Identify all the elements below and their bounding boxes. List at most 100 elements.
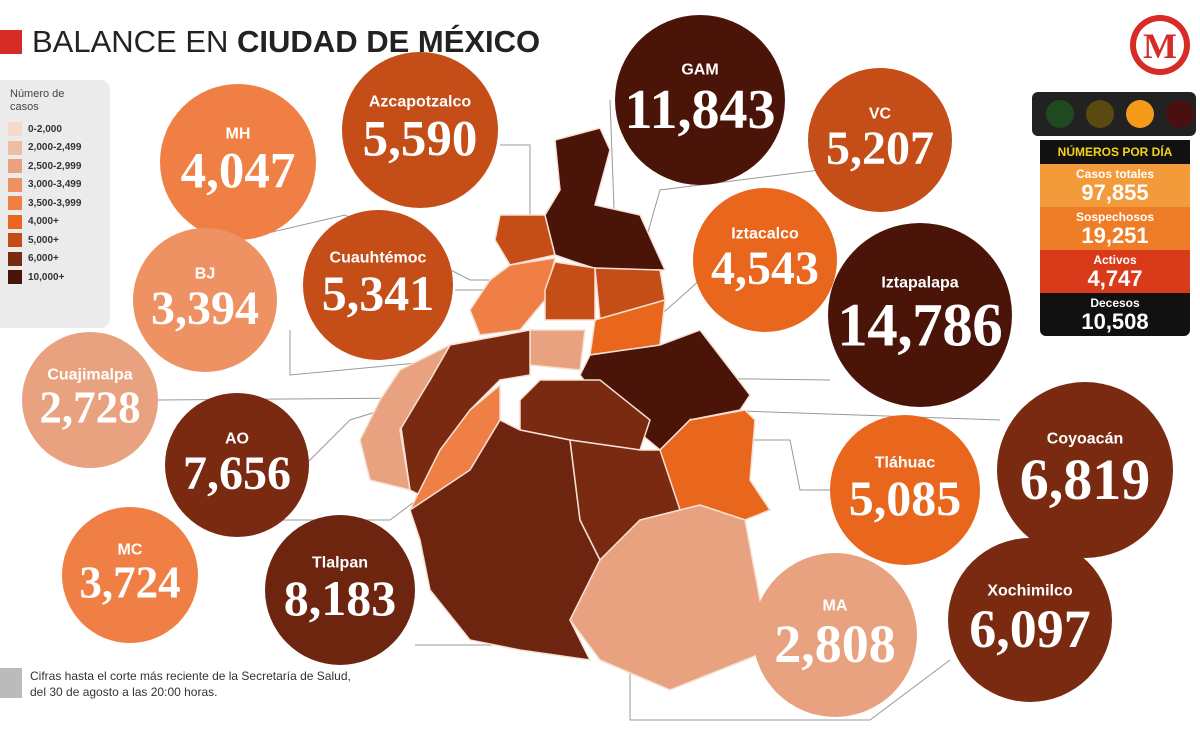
legend-label: 4,000+ (28, 216, 59, 228)
district-value: 5,341 (322, 265, 435, 321)
district-bubble (22, 332, 158, 468)
district-bubble (753, 553, 917, 717)
logo-inner (1136, 21, 1184, 69)
stat-label: Sospechosos (1075, 210, 1155, 224)
light (1166, 100, 1194, 128)
stat-value: 97,855 (1081, 180, 1149, 205)
district-bubble (830, 415, 980, 565)
district-value: 5,590 (363, 112, 478, 168)
legend-swatch (8, 140, 22, 155)
district-value: 2,808 (774, 614, 896, 674)
stat-row: Decesos 10,508 (1040, 293, 1190, 336)
district-bubble (808, 68, 952, 212)
district-name: VC (869, 105, 892, 122)
stats-panel: NÚMEROS POR DÍA Casos totales 97,855 Sospec… (1040, 140, 1190, 336)
district-bubble (265, 515, 415, 665)
legend-swatch (8, 177, 22, 192)
legend-swatch (8, 251, 22, 266)
district-bubble (997, 382, 1173, 558)
title-light: BALANCE EN (32, 24, 229, 59)
map-region (359, 343, 452, 492)
logo-text: M (1143, 26, 1177, 66)
legend-item: 0-2,000 (8, 120, 110, 139)
district-bubble (828, 223, 1012, 407)
legend-item: 4,000+ (8, 213, 110, 232)
legend-item: 3,500-3,999 (8, 194, 110, 213)
map-region (544, 261, 596, 321)
footnote: Cifras hasta el corte más reciente de la… (30, 669, 351, 699)
traffic-light-icon (1046, 100, 1194, 128)
traffic-light (1032, 92, 1196, 136)
district-name: Tlalpan (312, 555, 368, 572)
district-bubble (160, 84, 316, 240)
legend-item: 6,000+ (8, 250, 110, 269)
map-region (569, 504, 771, 691)
legend-swatch (8, 122, 22, 137)
stat-label: Activos (1093, 253, 1137, 267)
legend-swatch (8, 159, 22, 174)
district-name: GAM (681, 62, 718, 79)
light (1126, 100, 1154, 128)
map-region (494, 214, 556, 266)
district-value: 5,085 (849, 470, 962, 526)
district-value: 14,786 (837, 292, 1003, 359)
district-value: 4,543 (711, 242, 819, 295)
stat-value: 10,508 (1081, 309, 1149, 334)
stat-row: Sospechosos 19,251 (1040, 207, 1190, 250)
stat-value: 19,251 (1081, 223, 1149, 248)
district-value: 8,183 (284, 570, 397, 626)
title-marker (0, 30, 22, 54)
light (1086, 100, 1114, 128)
legend-label: 2,000-2,499 (28, 142, 82, 154)
light (1046, 100, 1074, 128)
footnote-marker (0, 668, 22, 698)
title: BALANCE EN CIUDAD DE MÉXICO (32, 24, 540, 60)
district-name: Xochimilco (987, 582, 1073, 599)
district-name: MA (823, 597, 848, 614)
district-value: 3,724 (79, 557, 180, 607)
legend-title: Número de casos (10, 88, 65, 113)
legend-item: 2,500-2,999 (8, 157, 110, 176)
legend-label: 2,500-2,999 (28, 160, 82, 172)
stat-row: Casos totales 97,855 (1040, 164, 1190, 207)
stat-row: Activos 4,747 (1040, 250, 1190, 293)
district-value: 2,728 (39, 382, 140, 432)
district-value: 6,819 (1020, 447, 1151, 512)
district-name: Iztapalapa (881, 274, 958, 291)
legend-swatch (8, 214, 22, 229)
district-name: MC (118, 542, 143, 559)
stat-label: Casos totales (1075, 167, 1155, 181)
district-bubble (133, 228, 277, 372)
legend-item: 10,000+ (8, 268, 110, 287)
legend: Número de casos 0-2,000 2,000-2,499 2,500-2… (0, 80, 110, 328)
map (359, 127, 772, 691)
legend-swatch (8, 233, 22, 248)
legend-label: 3,500-3,999 (28, 197, 82, 209)
stats-title: NÚMEROS POR DÍA (1040, 140, 1190, 164)
legend-swatch (8, 270, 22, 285)
district-name: BJ (195, 265, 215, 282)
district-value: 7,656 (183, 447, 291, 500)
legend-item: 5,000+ (8, 231, 110, 250)
district-name: Coyoacán (1047, 431, 1123, 448)
map-region (529, 329, 586, 371)
map-region (469, 257, 556, 336)
district-name: Iztacalco (731, 225, 799, 242)
district-bubble (62, 507, 198, 643)
district-value: 11,843 (625, 79, 776, 141)
district-name: Azcapotzalco (369, 94, 471, 111)
legend-label: 3,000-3,499 (28, 179, 82, 191)
district-value: 6,097 (969, 599, 1091, 659)
district-bubble (303, 210, 453, 360)
legend-label: 10,000+ (28, 271, 65, 283)
legend-label: 5,000+ (28, 234, 59, 246)
district-bubble (615, 15, 785, 185)
legend-item: 3,000-3,499 (8, 176, 110, 195)
connector (157, 397, 421, 401)
title-bold: CIUDAD DE MÉXICO (237, 24, 541, 59)
district-value: 3,394 (151, 282, 259, 335)
district-name: MH (226, 126, 251, 143)
district-value: 4,047 (181, 144, 296, 200)
